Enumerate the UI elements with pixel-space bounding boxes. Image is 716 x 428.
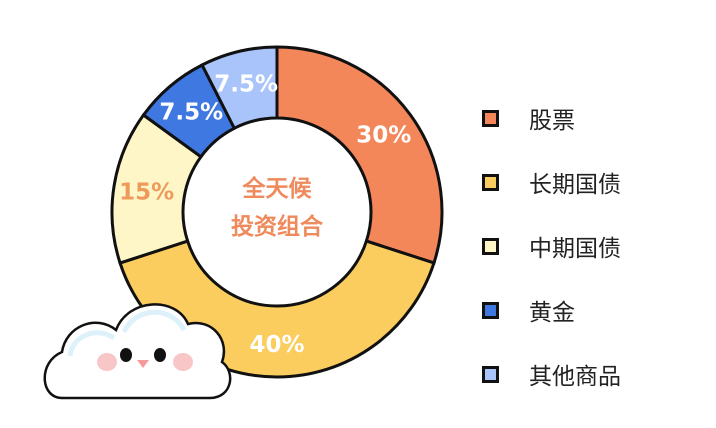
- legend-swatch: [482, 237, 499, 255]
- cloud-mascot-icon: [43, 303, 232, 400]
- slice-label-2: 15%: [119, 179, 174, 205]
- legend-swatch: [482, 301, 499, 319]
- slice-label-1: 40%: [249, 332, 304, 358]
- legend-label: 黄金: [529, 300, 575, 326]
- chart-center-title: 全天候 投资组合: [197, 170, 357, 246]
- slice-label-4: 7.5%: [214, 72, 278, 98]
- legend-item-commodities: 其他商品: [482, 342, 621, 406]
- slice-label-3: 7.5%: [159, 100, 223, 126]
- legend-item-gold: 黄金: [482, 278, 621, 342]
- legend-item-mid-bonds: 中期国债: [482, 214, 621, 278]
- legend: 股票 长期国债 中期国债 黄金 其他商品: [482, 86, 621, 406]
- legend-label: 长期国债: [529, 172, 621, 198]
- legend-swatch: [482, 109, 499, 127]
- center-title-line-2: 投资组合: [231, 214, 323, 240]
- legend-label: 其他商品: [529, 364, 621, 390]
- slice-label-0: 30%: [356, 122, 411, 148]
- legend-swatch: [482, 365, 499, 383]
- legend-label: 股票: [529, 108, 575, 134]
- legend-item-long-bonds: 长期国债: [482, 150, 621, 214]
- legend-label: 中期国债: [529, 236, 621, 262]
- donut-slice-4: [200, 45, 279, 131]
- center-title-line-1: 全天候: [242, 176, 312, 202]
- donut-slice-0: [275, 45, 444, 265]
- legend-item-stocks: 股票: [482, 86, 621, 150]
- legend-swatch: [482, 173, 499, 191]
